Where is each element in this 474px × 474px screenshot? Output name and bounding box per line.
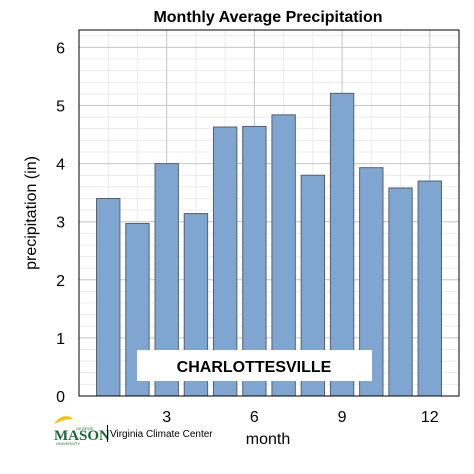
chart-title: Monthly Average Precipitation [153, 9, 382, 26]
y-tick-label: 6 [56, 40, 65, 57]
y-tick-label: 3 [56, 215, 65, 232]
y-axis-label: precipitation (in) [23, 156, 40, 270]
plot-frame [78, 29, 460, 397]
y-tick-label: 4 [56, 157, 65, 174]
logo-divider [107, 425, 108, 442]
gmu-logo: GEORGE MASON UNIVERSITY Virginia Climate… [54, 416, 213, 446]
logo-small-top: GEORGE [76, 426, 94, 431]
y-tick-label: 0 [56, 389, 65, 406]
bar-month-12 [417, 180, 442, 397]
y-tick-label: 1 [56, 331, 65, 348]
logo-small-bottom: UNIVERSITY [56, 441, 80, 446]
x-tick-label: 12 [421, 409, 439, 426]
x-tick-label: 3 [162, 409, 171, 426]
x-tick-labels: 3 6 9 12 [162, 409, 439, 426]
y-tick-label: 5 [56, 99, 65, 116]
logo-center-name: Virginia Climate Center [110, 429, 213, 440]
x-tick-label: 9 [338, 409, 347, 426]
gmu-logo-icon [54, 416, 73, 424]
logo-word: MASON [54, 428, 110, 444]
y-tick-label: 2 [56, 273, 65, 290]
bar-month-1 [96, 197, 121, 397]
station-label-background [137, 350, 372, 381]
bar-month-11 [388, 187, 413, 397]
station-label: CHARLOTTESVILLE [177, 359, 332, 376]
x-tick-label: 6 [250, 409, 259, 426]
x-axis-label: month [246, 431, 290, 448]
station-label-box: CHARLOTTESVILLE [137, 350, 372, 381]
y-tick-labels: 0 1 2 3 4 5 6 [56, 40, 65, 406]
